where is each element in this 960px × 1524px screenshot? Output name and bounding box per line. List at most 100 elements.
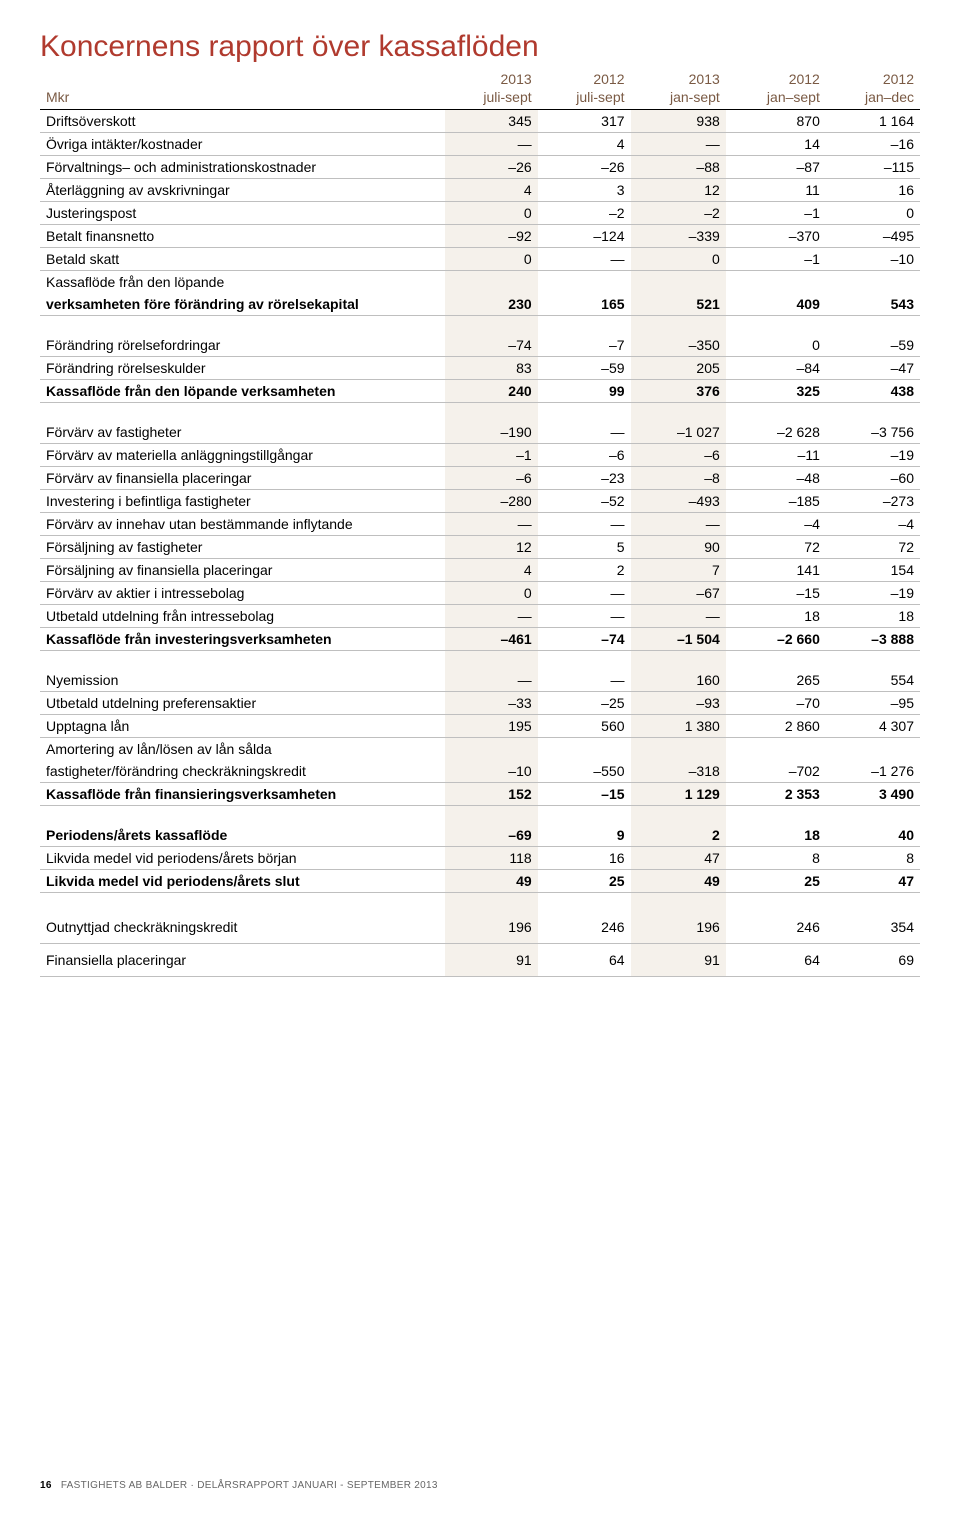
cell-value <box>726 738 826 761</box>
row-label: Förändring rörelsefordringar <box>40 334 445 357</box>
cell-value: –124 <box>538 225 631 248</box>
cell-value: 69 <box>826 944 920 977</box>
cell-value <box>445 271 538 294</box>
cell-value: –8 <box>631 467 726 490</box>
row-label: Återläggning av avskrivningar <box>40 179 445 202</box>
cell-value <box>826 738 920 761</box>
table-row: Kassaflöde från finansieringsverksamhete… <box>40 783 920 806</box>
row-label: Förvärv av materiella anläggningstillgån… <box>40 444 445 467</box>
section-spacer <box>40 893 920 912</box>
cell-value: –52 <box>538 490 631 513</box>
cell-value: 4 <box>445 559 538 582</box>
cell-value: 64 <box>726 944 826 977</box>
table-row: Förändring rörelseskulder83–59205–84–47 <box>40 357 920 380</box>
cell-value: 16 <box>538 847 631 870</box>
cell-value: 2 353 <box>726 783 826 806</box>
cell-value: –26 <box>538 156 631 179</box>
cell-value: –461 <box>445 628 538 651</box>
cell-value: 0 <box>445 582 538 605</box>
cell-value: –10 <box>445 760 538 783</box>
cell-value: 1 164 <box>826 110 920 133</box>
table-row: Förvärv av finansiella placeringar–6–23–… <box>40 467 920 490</box>
cell-value: –6 <box>538 444 631 467</box>
cell-value: –67 <box>631 582 726 605</box>
cell-value: 205 <box>631 357 726 380</box>
cell-value: 317 <box>538 110 631 133</box>
row-label: Utbetald utdelning preferensaktier <box>40 692 445 715</box>
row-label: Driftsöverskott <box>40 110 445 133</box>
cell-value: — <box>631 513 726 536</box>
cell-value: 72 <box>826 536 920 559</box>
cell-value: –26 <box>445 156 538 179</box>
cell-value: — <box>538 669 631 692</box>
cell-value: 64 <box>538 944 631 977</box>
cell-value: –3 888 <box>826 628 920 651</box>
cell-value <box>538 738 631 761</box>
cell-value: — <box>538 248 631 271</box>
cell-value: 18 <box>726 605 826 628</box>
table-row: Förvärv av innehav utan bestämmande infl… <box>40 513 920 536</box>
cell-value: 152 <box>445 783 538 806</box>
cell-value: 240 <box>445 380 538 403</box>
cell-value: 345 <box>445 110 538 133</box>
cell-value: –702 <box>726 760 826 783</box>
column-header: 2012jan–dec <box>826 68 920 110</box>
cell-value: 2 <box>631 824 726 847</box>
row-label: Upptagna lån <box>40 715 445 738</box>
row-label: Justeringspost <box>40 202 445 225</box>
section-spacer <box>40 806 920 825</box>
row-label: Försäljning av finansiella placeringar <box>40 559 445 582</box>
row-label: Kassaflöde från investeringsverksamheten <box>40 628 445 651</box>
table-row: Försäljning av finansiella placeringar42… <box>40 559 920 582</box>
cell-value: –370 <box>726 225 826 248</box>
cell-value: 40 <box>826 824 920 847</box>
cell-value: 0 <box>631 248 726 271</box>
cell-value: 230 <box>445 293 538 316</box>
row-label: Övriga intäkter/kostnader <box>40 133 445 156</box>
cell-value <box>631 738 726 761</box>
cell-value: 14 <box>726 133 826 156</box>
cell-value: 409 <box>726 293 826 316</box>
cell-value: — <box>445 669 538 692</box>
cell-value: 354 <box>826 911 920 944</box>
row-label: Nyemission <box>40 669 445 692</box>
row-label: Amortering av lån/lösen av lån sålda <box>40 738 445 761</box>
cell-value: –33 <box>445 692 538 715</box>
table-row: Återläggning av avskrivningar43121116 <box>40 179 920 202</box>
row-label: Förändring rörelseskulder <box>40 357 445 380</box>
table-row: Likvida medel vid periodens/årets slut49… <box>40 870 920 893</box>
cell-value: 246 <box>726 911 826 944</box>
table-row: Utbetald utdelning preferensaktier–33–25… <box>40 692 920 715</box>
table-row: Övriga intäkter/kostnader—4—14–16 <box>40 133 920 156</box>
cell-value: — <box>538 582 631 605</box>
cell-value: 1 129 <box>631 783 726 806</box>
table-row: Periodens/årets kassaflöde–69921840 <box>40 824 920 847</box>
cell-value: –115 <box>826 156 920 179</box>
cell-value: 118 <box>445 847 538 870</box>
row-label: Förvärv av finansiella placeringar <box>40 467 445 490</box>
cell-value: — <box>538 421 631 444</box>
cell-value: 376 <box>631 380 726 403</box>
cell-value: 4 307 <box>826 715 920 738</box>
cell-value: –280 <box>445 490 538 513</box>
cell-value: –25 <box>538 692 631 715</box>
row-label: Utbetald utdelning från intressebolag <box>40 605 445 628</box>
table-row: Förvärv av aktier i intressebolag0—–67–1… <box>40 582 920 605</box>
cell-value: 938 <box>631 110 726 133</box>
cell-value: 195 <box>445 715 538 738</box>
page-title: Koncernens rapport över kassaflöden <box>40 30 920 64</box>
cell-value: –318 <box>631 760 726 783</box>
cell-value: 47 <box>631 847 726 870</box>
cell-value: 47 <box>826 870 920 893</box>
cell-value: 265 <box>726 669 826 692</box>
cell-value: 0 <box>445 248 538 271</box>
cell-value: 554 <box>826 669 920 692</box>
cell-value: 3 490 <box>826 783 920 806</box>
cell-value: –495 <box>826 225 920 248</box>
table-row: Investering i befintliga fastigheter–280… <box>40 490 920 513</box>
cell-value: –185 <box>726 490 826 513</box>
cell-value: –15 <box>538 783 631 806</box>
table-row: Utbetald utdelning från intressebolag———… <box>40 605 920 628</box>
cell-value: 196 <box>445 911 538 944</box>
cell-value: — <box>631 605 726 628</box>
